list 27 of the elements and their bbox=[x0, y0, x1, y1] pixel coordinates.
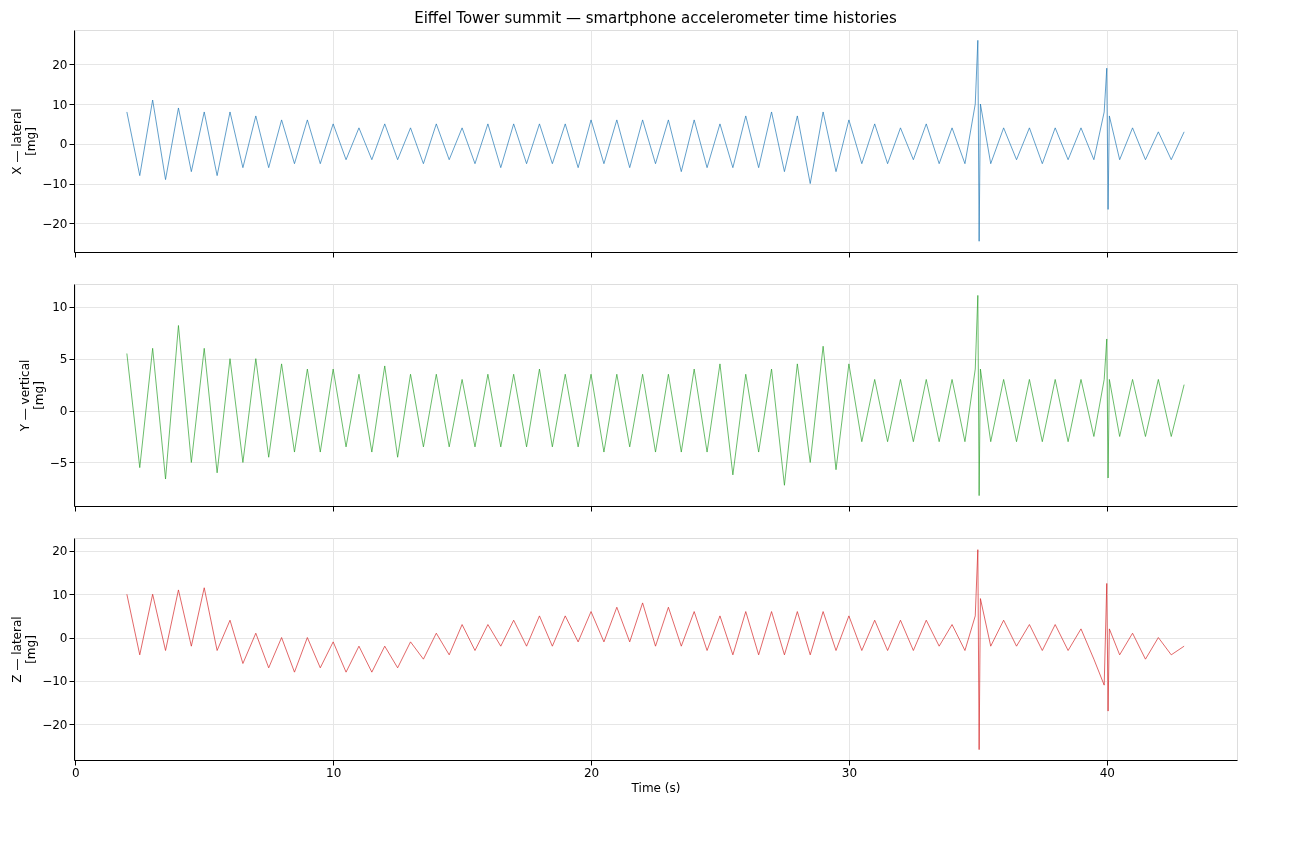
y-tick-label: −20 bbox=[42, 216, 68, 231]
y-axis-title: X — lateral [mg] bbox=[10, 108, 39, 175]
line-series bbox=[126, 295, 1185, 496]
y-tick-label: 0 bbox=[59, 137, 68, 152]
x-tick-label: 30 bbox=[841, 765, 858, 780]
x-axis-title: Time (s) bbox=[630, 780, 681, 795]
y-tick-label: −10 bbox=[42, 674, 68, 689]
y-tick-label: 20 bbox=[52, 57, 68, 72]
x-tick-label: 20 bbox=[583, 765, 600, 780]
line-series bbox=[126, 549, 1185, 750]
x-tick-label: 0 bbox=[71, 765, 80, 780]
y-tick-label: 10 bbox=[52, 587, 68, 602]
y-tick-label: 10 bbox=[52, 300, 68, 315]
y-tick-label: −10 bbox=[42, 177, 68, 192]
y-tick-label: 10 bbox=[52, 97, 68, 112]
y-axis-title: Z — lateral [mg] bbox=[10, 616, 39, 683]
y-tick-label: −5 bbox=[49, 455, 68, 470]
y-tick-label: 0 bbox=[59, 404, 68, 419]
y-tick-label: 20 bbox=[52, 544, 68, 559]
line-series bbox=[126, 39, 1185, 242]
chart-title: Eiffel Tower summit — smartphone accelerometer time histories bbox=[414, 9, 898, 27]
y-axis-title: Y — vertical [mg] bbox=[17, 359, 46, 433]
x-tick-label: 10 bbox=[326, 765, 342, 780]
y-tick-label: −20 bbox=[42, 717, 68, 732]
x-tick-label: 40 bbox=[1099, 765, 1115, 780]
y-tick-label: 0 bbox=[59, 631, 68, 646]
y-tick-label: 5 bbox=[59, 352, 68, 367]
